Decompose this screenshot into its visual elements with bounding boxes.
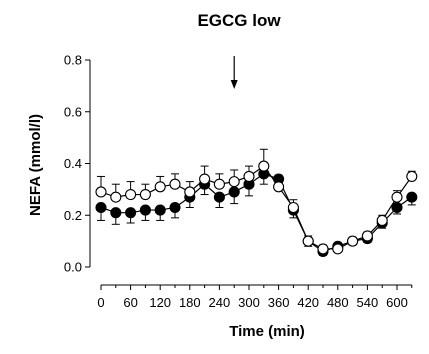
x-tick-label: 540 [357,295,379,310]
filled-data-point [169,201,181,214]
open-data-point [184,186,196,198]
filled-data-point [391,201,403,214]
open-data-point [125,189,137,201]
open-data-point [317,243,329,255]
x-tick-label: 0 [97,295,104,310]
x-tick-label: 60 [123,295,137,310]
filled-data-point [125,207,137,219]
open-data-point [406,170,418,182]
x-tick-label: 420 [297,295,319,310]
filled-data-point [154,204,166,216]
x-tick-label: 600 [386,295,408,310]
open-data-point [139,189,151,201]
x-axis-label: Time (min) [229,323,305,340]
open-data-point [243,170,255,182]
open-data-point [95,186,107,198]
open-data-point [361,230,373,242]
open-data-point [376,214,388,226]
y-axis: 0.0 0.2 0.4 0.6 0.8 [64,53,91,275]
series-line-1 [100,173,413,253]
x-tick-label: 480 [327,295,349,310]
filled-data-point [228,186,240,198]
open-data-point [347,235,359,247]
x-tick-label: 360 [268,295,290,310]
open-data-point [258,160,270,172]
x-tick-label: 240 [209,295,231,310]
arrow-head [230,80,238,89]
y-tick-label: 0.6 [64,104,82,119]
open-data-point [302,235,314,247]
x-tick-label: 180 [179,295,201,310]
y-axis-label: NEFA (mmol/l) [27,114,44,216]
y-tick-label: 0.4 [64,156,82,171]
filled-data-point [95,201,107,214]
y-tick-label: 0.0 [64,260,82,275]
data-points [95,160,418,258]
open-data-point [213,178,225,190]
open-data-point [110,191,122,203]
open-data-point [228,176,240,188]
filled-data-point [110,207,122,219]
open-data-point [199,173,211,185]
y-tick-label: 0.8 [64,53,82,68]
open-data-point [273,181,285,193]
x-tick-label: 120 [149,295,171,310]
open-data-point [154,181,166,193]
filled-data-point [139,204,151,216]
x-tick-label: 300 [238,295,260,310]
open-data-point [332,243,344,255]
filled-data-point [406,191,418,203]
y-tick-label: 0.2 [64,208,82,223]
open-data-point [287,201,299,214]
series-lines [100,165,413,253]
x-axis: 0 60 120 180 240 300 360 420 480 540 600 [97,284,413,310]
open-data-point [391,191,403,203]
open-data-point [169,178,181,190]
arrow-annotation [230,56,238,89]
filled-data-point [213,191,225,203]
chart-title: EGCG low [197,11,281,30]
series-line-2 [100,165,413,250]
